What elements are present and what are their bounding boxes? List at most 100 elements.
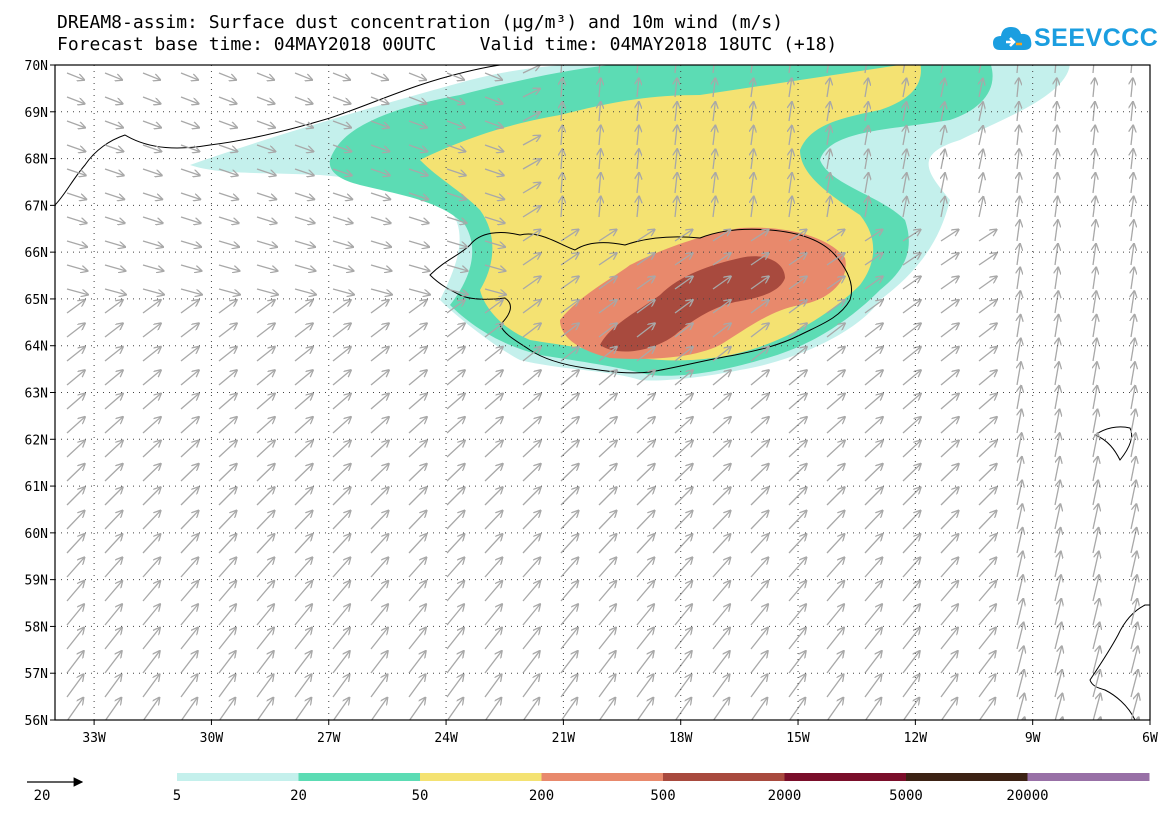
wind-arrow [1169, 386, 1173, 409]
wind-arrow [256, 488, 274, 506]
map-title: DREAM8-assim: Surface dust concentration… [57, 12, 784, 33]
wind-arrow [788, 675, 805, 698]
wind-arrow [218, 605, 236, 626]
wind-arrow [522, 253, 540, 266]
wind-arrow [484, 534, 502, 554]
wind-arrow [218, 168, 238, 175]
lat-tick-label: 65N [25, 293, 48, 308]
legend-swatch [298, 773, 421, 781]
wind-arrow [446, 464, 465, 482]
wind-arrow [1169, 244, 1172, 265]
wind-arrow [826, 698, 843, 720]
wind-arrow [408, 628, 426, 650]
wind-arrow [332, 347, 351, 362]
wind-arrow [446, 417, 465, 434]
wind-arrow [598, 558, 616, 578]
wind-arrow [675, 102, 677, 122]
wind-arrow [978, 511, 996, 530]
wind-arrow [788, 65, 791, 74]
wind-arrow [712, 253, 730, 266]
wind-arrow [218, 511, 236, 530]
wind-arrow [598, 324, 617, 338]
wind-arrow [978, 370, 997, 386]
wind-arrow [864, 441, 883, 458]
color-legend: 5 20 50 200 500 2000 5000 20000 [173, 773, 1150, 804]
wind-arrow [1092, 576, 1099, 602]
wind-arrow [902, 417, 921, 434]
wind-arrow [1055, 292, 1058, 314]
legend-threshold-label: 500 [650, 788, 675, 804]
wind-arrow [256, 370, 275, 386]
wind-arrow [218, 288, 240, 295]
lat-tick-label: 69N [25, 106, 48, 121]
wind-arrow [370, 216, 390, 223]
wind-arrow [256, 628, 274, 650]
wind-arrow [1016, 505, 1022, 530]
wind-arrow [864, 488, 882, 506]
wind-arrow [865, 173, 868, 194]
wind-arrow [104, 72, 122, 80]
wind-arrow [256, 394, 275, 410]
wind-arrow [902, 605, 920, 626]
wind-arrow [522, 441, 541, 458]
wind-arrow [940, 651, 958, 674]
wind-arrow [1131, 315, 1135, 338]
wind-arrow [674, 324, 693, 338]
wind-arrow [674, 558, 692, 578]
wind-arrow [978, 581, 996, 602]
wind-arrow [66, 347, 85, 362]
wind-arrow [142, 216, 162, 223]
wind-arrow [370, 192, 390, 199]
lat-tick-label: 64N [25, 340, 48, 355]
wind-arrow [484, 558, 502, 578]
wind-arrow [180, 72, 198, 80]
wind-arrow [979, 721, 995, 745]
wind-arrow [1016, 457, 1022, 482]
wind-arrow [522, 488, 540, 506]
wind-arrow [142, 288, 164, 295]
wind-arrow [978, 300, 997, 314]
wind-arrow [1092, 647, 1100, 674]
cloud-icon [993, 27, 1032, 50]
wind-arrow [370, 698, 387, 720]
lon-tick-label: 6W [1142, 731, 1158, 746]
wind-arrow [750, 253, 768, 266]
wind-arrow [256, 534, 274, 554]
wind-arrow [104, 698, 121, 720]
wind-arrow [218, 581, 236, 602]
wind-arrow [332, 120, 351, 128]
lon-tick-label: 12W [904, 731, 928, 746]
wind-arrow [712, 605, 730, 626]
wind-arrow [675, 126, 677, 146]
wind-arrow [1092, 599, 1099, 626]
wind-arrow [788, 698, 805, 720]
wind-arrow [408, 216, 428, 223]
wind-arrow [1093, 79, 1095, 98]
wind-arrow [941, 150, 945, 170]
wind-arrow [826, 417, 845, 434]
wind-arrow [978, 675, 995, 698]
wind-arrow [66, 96, 84, 104]
wind-arrow [940, 488, 958, 506]
wind-arrow [598, 277, 617, 290]
wind-arrow [826, 324, 845, 338]
wind-arrow [218, 628, 236, 650]
wind-arrow [66, 240, 87, 247]
wind-arrow [1092, 65, 1095, 74]
wind-arrow [826, 370, 845, 386]
wind-arrow [902, 277, 921, 290]
faroe-islands [1093, 426, 1133, 461]
wind-arrow [1092, 670, 1100, 698]
wind-arrow [256, 675, 273, 698]
wind-arrow [104, 370, 123, 386]
legend-swatch [1027, 773, 1150, 781]
wind-arrow [979, 79, 983, 98]
wind-arrow [294, 300, 313, 314]
wind-arrow [750, 464, 769, 482]
wind-arrow [636, 651, 654, 674]
wind-arrow [902, 394, 921, 410]
wind-arrow [332, 324, 351, 338]
wind-arrow [978, 253, 996, 266]
wind-arrow [941, 721, 957, 745]
wind-arrow [218, 144, 237, 151]
